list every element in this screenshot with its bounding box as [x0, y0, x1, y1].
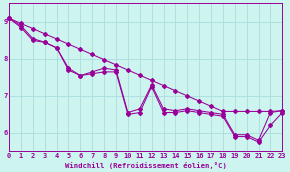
X-axis label: Windchill (Refroidissement éolien,°C): Windchill (Refroidissement éolien,°C) — [65, 162, 226, 169]
